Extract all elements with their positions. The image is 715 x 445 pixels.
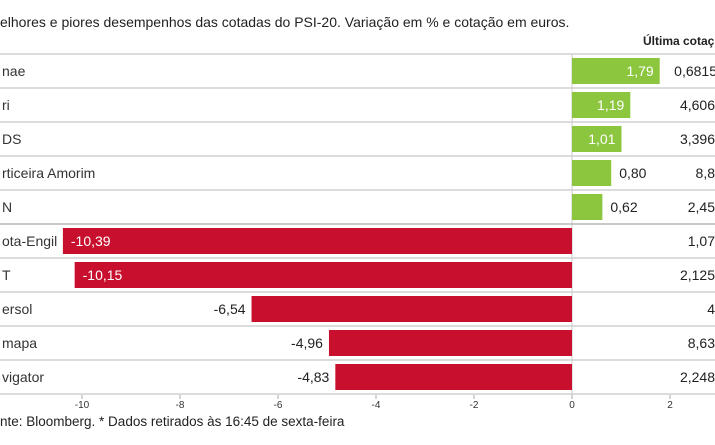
price-label: 8,63 bbox=[688, 335, 715, 351]
bar bbox=[251, 296, 573, 322]
price-label: 4 bbox=[707, 301, 715, 317]
value-label: 0,80 bbox=[619, 165, 646, 181]
category-label: T bbox=[2, 267, 11, 283]
price-column-header: Última cotaç bbox=[643, 34, 715, 48]
x-tick-label: -6 bbox=[274, 400, 283, 411]
x-tick-label: 0 bbox=[569, 400, 575, 411]
value-label: -4,83 bbox=[297, 369, 329, 385]
price-label: 4,606 bbox=[680, 97, 715, 113]
chart-title: elhores e piores desempenhos das cotadas… bbox=[0, 14, 570, 30]
category-label: mapa bbox=[2, 335, 37, 351]
bar bbox=[572, 194, 603, 220]
price-label: 1,07 bbox=[688, 233, 715, 249]
price-label: 3,396 bbox=[680, 131, 715, 147]
x-tick-label: -2 bbox=[470, 400, 479, 411]
value-label: -10,15 bbox=[83, 267, 123, 283]
value-label: -4,96 bbox=[291, 335, 323, 351]
category-label: ri bbox=[2, 97, 10, 113]
value-label: 1,79 bbox=[626, 63, 653, 79]
category-label: rticeira Amorim bbox=[2, 165, 95, 181]
price-label: 0,6815 bbox=[674, 63, 715, 79]
value-label: 1,01 bbox=[588, 131, 615, 147]
price-label: 2,248 bbox=[680, 369, 715, 385]
category-label: nae bbox=[2, 63, 26, 79]
category-label: N bbox=[2, 199, 12, 215]
value-label: 1,19 bbox=[597, 97, 624, 113]
x-tick-label: 2 bbox=[667, 400, 673, 411]
bar bbox=[62, 228, 572, 254]
bar bbox=[328, 330, 572, 356]
source-footnote: nte: Bloomberg. * Dados retirados às 16:… bbox=[0, 414, 345, 429]
x-tick-label: -4 bbox=[372, 400, 381, 411]
value-label: -6,54 bbox=[214, 301, 246, 317]
price-label: 2,125 bbox=[680, 267, 715, 283]
category-label: DS bbox=[2, 131, 21, 147]
category-label: vigator bbox=[2, 369, 44, 385]
bar bbox=[572, 58, 660, 84]
value-label: 0,62 bbox=[610, 199, 637, 215]
category-label: ersol bbox=[2, 301, 32, 317]
category-label: ota-Engil bbox=[2, 233, 57, 249]
bar bbox=[572, 126, 622, 152]
bar bbox=[74, 262, 573, 288]
price-label: 8,8 bbox=[696, 165, 715, 181]
bar bbox=[335, 364, 572, 390]
x-tick-label: -10 bbox=[75, 400, 90, 411]
price-label: 2,45 bbox=[688, 199, 715, 215]
bar bbox=[572, 92, 631, 118]
value-label: -10,39 bbox=[71, 233, 111, 249]
bar bbox=[572, 160, 612, 186]
x-tick-label: -8 bbox=[176, 400, 185, 411]
